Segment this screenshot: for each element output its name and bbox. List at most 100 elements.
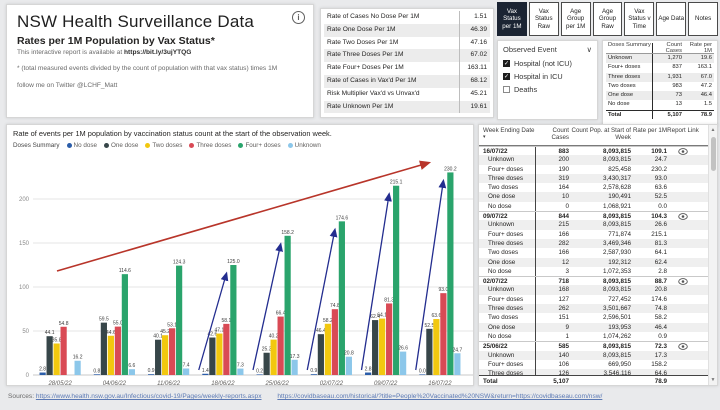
bar-unknown-16-07-22[interactable] [454, 353, 461, 375]
bar-two-doses-04-06-22[interactable] [107, 335, 114, 375]
report-link-eye-icon[interactable] [678, 278, 688, 285]
tab-age-group-raw[interactable]: Age Group Raw [592, 2, 623, 36]
week-sub-row-25-06-22-three-doses[interactable]: Three doses 126 3,546,116 64.6 [479, 369, 717, 375]
week-sub-row-02-07-22-unknown[interactable]: Unknown 168 8,093,815 20.8 [479, 285, 717, 295]
week-sub-row-09-07-22-one-dose[interactable]: One dose 12 192,312 62.4 [479, 257, 717, 267]
week-sub-row-16-07-22-two-doses[interactable]: Two doses 164 2,578,628 63.6 [479, 183, 717, 193]
bar-three-doses-16-07-22[interactable] [440, 293, 447, 375]
week-sub-row-25-06-22-four-doses[interactable]: Four+ doses 106 669,950 158.2 [479, 359, 717, 370]
bar-two-doses-02-07-22[interactable] [324, 323, 331, 375]
chevron-down-icon[interactable]: ∨ [586, 45, 593, 54]
report-link-cell[interactable] [667, 147, 699, 155]
week-sub-row-16-07-22-three-doses[interactable]: Three doses 319 3,430,317 93.0 [479, 173, 717, 184]
legend-item-one-dose[interactable]: One dose [104, 142, 138, 149]
week-sub-row-16-07-22-unknown[interactable]: Unknown 200 8,093,815 24.7 [479, 155, 717, 165]
scroll-down-icon[interactable]: ▼ [710, 377, 716, 383]
report-link-cell[interactable] [667, 342, 699, 350]
week-sub-row-02-07-22-no-dose[interactable]: No dose 1 1,074,262 0.9 [479, 331, 717, 342]
week-sub-row-16-07-22-four-doses[interactable]: Four+ doses 190 825,458 230.2 [479, 164, 717, 174]
bar-one-dose-02-07-22[interactable] [317, 334, 324, 375]
doses-row-four-doses[interactable]: Four+ doses 837 163.1 [606, 63, 714, 73]
bar-four-doses-25-06-22[interactable] [284, 235, 291, 375]
bar-no-dose-02-07-22[interactable] [310, 374, 317, 375]
bar-one-dose-16-07-22[interactable] [426, 328, 433, 375]
doses-row-no-dose[interactable]: No dose 13 1.5 [606, 100, 714, 110]
bar-unknown-28-05-22[interactable] [74, 360, 81, 375]
legend-item-unknown[interactable]: Unknown [287, 142, 321, 149]
legend-item-no-dose[interactable]: No dose [66, 142, 97, 149]
week-sub-row-16-07-22-one-dose[interactable]: One dose 10 190,491 52.5 [479, 192, 717, 202]
bar-four-doses-09-07-22[interactable] [393, 185, 400, 375]
week-sub-row-09-07-22-no-dose[interactable]: No dose 3 1,072,353 2.8 [479, 266, 717, 277]
week-header-count-pop-at-start-of-week[interactable]: Count Pop. at Start of Week [571, 127, 631, 141]
doses-header-rate-per-1m[interactable]: Rate per 1M [689, 42, 712, 54]
bar-two-doses-09-07-22[interactable] [379, 318, 386, 375]
bar-four-doses-16-07-22[interactable] [447, 172, 454, 375]
week-header-rate-per-1m[interactable]: Rate per 1M [632, 127, 667, 134]
bar-three-doses-02-07-22[interactable] [331, 309, 338, 375]
info-icon[interactable]: i [292, 11, 305, 24]
bar-one-dose-04-06-22[interactable] [100, 322, 107, 375]
doses-header-doses-summary[interactable]: Doses Summary [606, 42, 653, 53]
bar-no-dose-11-06-22[interactable] [148, 374, 155, 375]
legend-item-three-doses[interactable]: Three doses [189, 142, 231, 149]
tab-age-group-per-1m[interactable]: Age Group per 1M [560, 2, 591, 36]
tab-notes[interactable]: Notes [688, 2, 719, 36]
bar-no-dose-28-05-22[interactable] [39, 372, 46, 375]
bar-two-doses-16-07-22[interactable] [433, 319, 440, 375]
week-sub-row-16-07-22-no-dose[interactable]: No dose 0 1,068,921 0.0 [479, 201, 717, 212]
bar-no-dose-04-06-22[interactable] [93, 374, 100, 375]
observed-option-hospital-not-icu[interactable]: ✓ Hospital (not ICU) [503, 59, 592, 68]
bar-three-doses-18-06-22[interactable] [223, 323, 230, 375]
bar-two-doses-11-06-22[interactable] [162, 335, 169, 375]
checkbox-checked-icon[interactable]: ✓ [503, 60, 510, 67]
bar-one-dose-25-06-22[interactable] [263, 352, 270, 375]
bar-no-dose-18-06-22[interactable] [202, 373, 209, 375]
bar-unknown-11-06-22[interactable] [183, 368, 190, 375]
week-sub-row-02-07-22-one-dose[interactable]: One dose 9 193,953 46.4 [479, 322, 717, 332]
doses-row-unknown[interactable]: Unknown 1,270 19.6 [606, 54, 714, 64]
bar-one-dose-28-05-22[interactable] [46, 336, 53, 375]
bar-four-doses-02-07-22[interactable] [338, 221, 345, 375]
report-link-cell[interactable] [667, 212, 699, 220]
observed-option-deaths[interactable]: Deaths [503, 85, 592, 94]
bar-three-doses-11-06-22[interactable] [169, 328, 176, 375]
bar-three-doses-28-05-22[interactable] [60, 326, 67, 375]
week-sub-row-09-07-22-three-doses[interactable]: Three doses 282 3,469,346 81.3 [479, 238, 717, 249]
week-sub-row-02-07-22-four-doses[interactable]: Four+ doses 127 727,452 174.6 [479, 294, 717, 305]
tab-vax-status-v-time[interactable]: Vax Status v Time [624, 2, 655, 36]
legend-item-four-doses[interactable]: Four+ doses [238, 142, 281, 149]
week-sub-row-09-07-22-four-doses[interactable]: Four+ doses 166 771,874 215.1 [479, 229, 717, 239]
bar-two-doses-18-06-22[interactable] [216, 333, 223, 375]
bar-no-dose-09-07-22[interactable] [365, 372, 372, 375]
week-group-row-25-06-22[interactable]: 25/06/22 585 8,093,815 72.3 [479, 341, 717, 351]
table-scrollbar[interactable]: ▲ ▼ [708, 125, 717, 385]
bar-one-dose-18-06-22[interactable] [209, 337, 216, 375]
week-sub-row-09-07-22-two-doses[interactable]: Two doses 166 2,587,930 64.1 [479, 248, 717, 258]
doses-row-three-doses[interactable]: Three doses 1,931 67.0 [606, 72, 714, 82]
week-sub-row-09-07-22-unknown[interactable]: Unknown 215 8,093,815 26.6 [479, 220, 717, 230]
bar-unknown-09-07-22[interactable] [400, 351, 407, 375]
bar-four-doses-04-06-22[interactable] [121, 274, 128, 375]
bar-three-doses-25-06-22[interactable] [277, 316, 284, 375]
bar-three-doses-09-07-22[interactable] [386, 303, 393, 375]
doses-row-one-dose[interactable]: One dose 73 46.4 [606, 91, 714, 101]
bar-unknown-02-07-22[interactable] [345, 356, 352, 375]
legend-item-two-doses[interactable]: Two doses [145, 142, 182, 149]
checkbox-checked-icon[interactable]: ✓ [503, 73, 510, 80]
checkbox-unchecked-icon[interactable] [503, 86, 510, 93]
week-header-week-ending-date[interactable]: Week Ending Date ▾ [483, 127, 535, 140]
tab-vax-status-raw[interactable]: Vax Status Raw [528, 2, 559, 36]
report-link-eye-icon[interactable] [678, 213, 688, 220]
tab-vax-status-per-1m[interactable]: Vax Status per 1M [497, 2, 527, 36]
bar-four-doses-18-06-22[interactable] [230, 265, 237, 375]
report-link[interactable]: https://bit.ly/3ujYTQG [124, 49, 192, 56]
bar-one-dose-11-06-22[interactable] [155, 339, 162, 375]
report-link-eye-icon[interactable] [678, 343, 688, 350]
week-group-row-02-07-22[interactable]: 02/07/22 718 8,093,815 88.7 [479, 276, 717, 286]
source-link-covidbase[interactable]: https://covidbaseau.com/historical/?titl… [277, 393, 603, 400]
bar-two-doses-28-05-22[interactable] [53, 343, 60, 375]
doses-header-count-cases[interactable]: Count Cases [665, 42, 682, 54]
bar-no-dose-25-06-22[interactable] [256, 374, 263, 375]
scroll-up-icon[interactable]: ▲ [710, 127, 716, 133]
